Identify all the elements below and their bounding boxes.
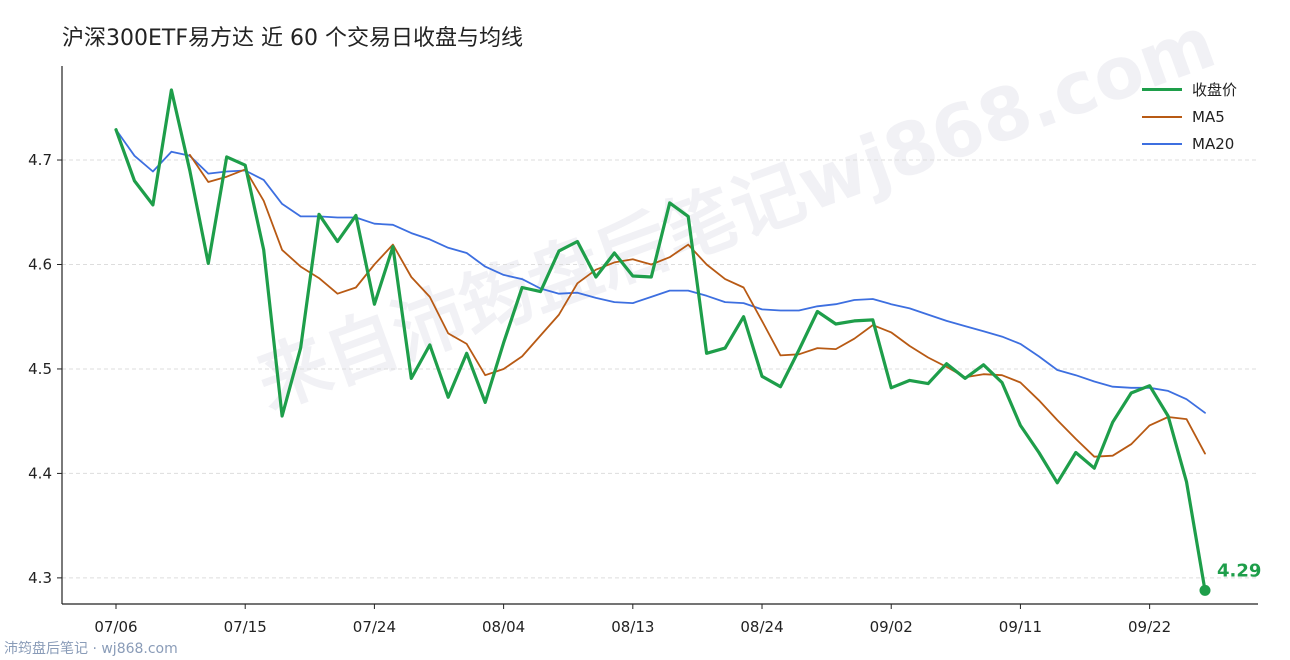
x-tick-label: 08/04 (482, 618, 525, 636)
x-tick-label: 08/24 (740, 618, 783, 636)
legend-swatch-ma20 (1142, 142, 1182, 145)
y-tick-label: 4.5 (28, 360, 52, 378)
legend-label-ma5: MA5 (1192, 107, 1225, 126)
y-tick-label: 4.4 (28, 464, 52, 482)
legend-swatch-ma5 (1142, 115, 1182, 118)
legend-item-close: 收盘价 (1142, 76, 1237, 103)
legend-swatch-close (1142, 88, 1182, 91)
series-line-ma20 (115, 128, 1206, 414)
last-close-marker (1199, 584, 1211, 596)
legend: 收盘价 MA5 MA20 (1142, 76, 1237, 157)
axes: 4.3 4.4 4.5 4.6 4.7 07/06 07/15 07/24 08/04 08/13… (28, 66, 1258, 636)
series-line-close (114, 88, 1207, 592)
series-line-ma5 (188, 153, 1206, 458)
legend-label-close: 收盘价 (1192, 81, 1238, 99)
x-tick-label: 09/22 (1128, 618, 1171, 636)
legend-item-ma20: MA20 (1142, 130, 1237, 157)
legend-label-ma20: MA20 (1192, 134, 1235, 153)
x-tick-label: 08/13 (611, 618, 654, 636)
chart-title: 沪深300ETF易方达 近 60 个交易日收盘与均线 (62, 26, 523, 51)
legend-item-ma5: MA5 (1142, 103, 1237, 130)
x-tick-label: 07/24 (353, 618, 396, 636)
footer-source: 沛筠盘后笔记 · wj868.com (4, 641, 178, 657)
x-tick-label: 09/11 (999, 618, 1042, 636)
y-tick-label: 4.3 (28, 569, 52, 587)
series-lines: 4.29 (114, 88, 1261, 596)
y-tick-label: 4.7 (28, 151, 52, 169)
last-close-label: 4.29 (1217, 560, 1261, 581)
x-tick-label: 09/02 (870, 618, 913, 636)
x-tick-label: 07/15 (224, 618, 267, 636)
y-tick-label: 4.6 (28, 255, 52, 273)
x-tick-label: 07/06 (94, 618, 137, 636)
gridlines (62, 159, 1258, 579)
